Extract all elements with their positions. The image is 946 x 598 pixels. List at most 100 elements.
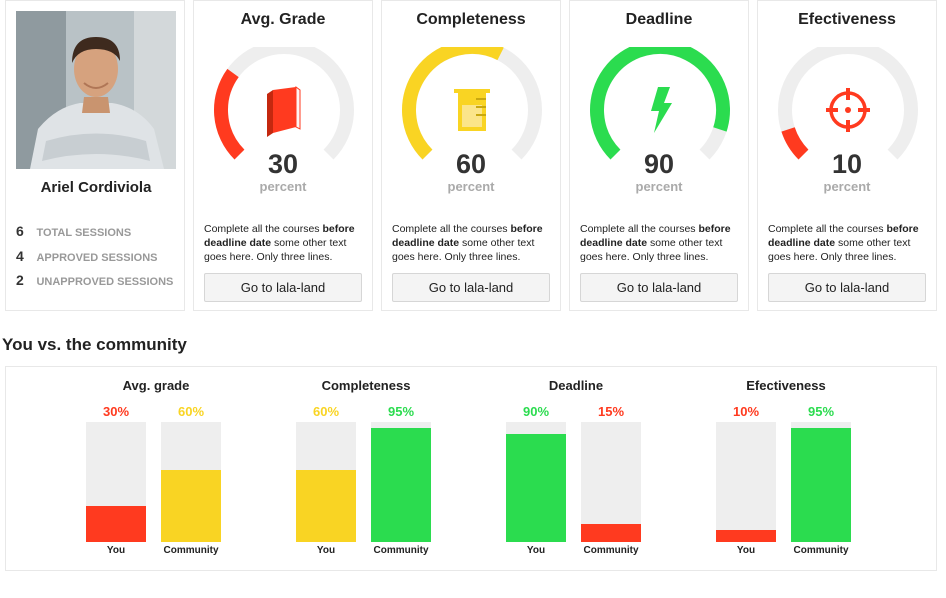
comparison-group-completeness: Completeness 60% You 95% Community: [266, 367, 466, 570]
desc-bold: before deadline date: [204, 223, 355, 249]
bar-track: [581, 422, 641, 542]
desc-text: some other text goes here. Only three li…: [768, 237, 911, 263]
gauge-fill: [590, 47, 730, 160]
gauge: [778, 47, 918, 160]
metric-description: Complete all the courses before deadline…: [580, 222, 740, 264]
metric-unit: percent: [823, 179, 871, 194]
bar-fill: [791, 428, 851, 542]
bar-label: Community: [163, 545, 219, 556]
comparison-group-title: Avg. grade: [122, 378, 190, 393]
bar-label: You: [526, 545, 546, 556]
stat-approved-sessions: 4 APPROVED SESSIONS: [16, 248, 173, 273]
bar-fill: [716, 530, 776, 542]
metric-value: 90: [643, 149, 675, 179]
desc-text: some other text goes here. Only three li…: [392, 237, 535, 263]
bar-track: [506, 422, 566, 542]
profile-photo: [16, 11, 176, 169]
metric-card-efectiveness: Efectiveness 10 percent Complete all the…: [757, 0, 937, 311]
go-to-lala-land-button[interactable]: Go to lala-land: [768, 273, 926, 302]
metric-value: 10: [831, 149, 863, 179]
metric-unit: percent: [635, 179, 683, 194]
stat-number: 2: [16, 272, 24, 288]
bar-column-you: 90% You: [506, 404, 566, 556]
bar-percent-label: 95%: [807, 404, 835, 419]
stat-number: 6: [16, 223, 24, 239]
bar-label: Community: [373, 545, 429, 556]
bar-track: [791, 422, 851, 542]
bar-column-you: 10% You: [716, 404, 776, 556]
desc-text: some other text goes here. Only three li…: [580, 237, 723, 263]
metric-unit: percent: [447, 179, 495, 194]
bar-percent-label: 30%: [102, 404, 130, 419]
metric-title: Efectiveness: [798, 11, 896, 28]
bar-percent-label: 10%: [732, 404, 760, 419]
gauge-fill: [402, 47, 504, 160]
bar-column-community: 95% Community: [371, 404, 431, 556]
stat-unapproved-sessions: 2 UNAPPROVED SESSIONS: [16, 272, 173, 297]
go-to-lala-land-button[interactable]: Go to lala-land: [392, 273, 550, 302]
bar-column-you: 60% You: [296, 404, 356, 556]
bar-fill: [371, 428, 431, 542]
beaker-icon: [454, 89, 490, 131]
bar-track: [716, 422, 776, 542]
metric-unit: percent: [259, 179, 307, 194]
bar-column-community: 60% Community: [161, 404, 221, 556]
desc-bold: before deadline date: [392, 223, 543, 249]
desc-bold: before deadline date: [768, 223, 919, 249]
stat-total-sessions: 6 TOTAL SESSIONS: [16, 223, 173, 248]
go-to-lala-land-button[interactable]: Go to lala-land: [580, 273, 738, 302]
metric-card-avg-grade: Avg. Grade 30 percent Complete all the c…: [193, 0, 373, 311]
bar-fill: [296, 470, 356, 542]
bar-fill: [581, 524, 641, 542]
bar-percent-label: 95%: [387, 404, 415, 419]
metric-description: Complete all the courses before deadline…: [204, 222, 364, 264]
stat-label: APPROVED SESSIONS: [36, 251, 158, 264]
bar-fill: [506, 434, 566, 542]
bar-label: Community: [793, 545, 849, 556]
gauge-track: [778, 47, 918, 160]
metric-value: 60: [455, 149, 487, 179]
comparison-group-title: Completeness: [321, 378, 411, 393]
desc-text: Complete all the courses: [768, 223, 887, 235]
bar-label: You: [106, 545, 126, 556]
session-stats: 6 TOTAL SESSIONS 4 APPROVED SESSIONS 2 U…: [16, 223, 173, 297]
target-icon: [826, 88, 870, 132]
desc-text: Complete all the courses: [204, 223, 323, 235]
bar-track: [371, 422, 431, 542]
metric-title: Deadline: [625, 11, 693, 28]
bar-track: [86, 422, 146, 542]
stat-label: UNAPPROVED SESSIONS: [36, 276, 174, 288]
bar-percent-label: 15%: [597, 404, 625, 419]
metric-value: 30: [267, 149, 299, 179]
lightning-icon: [651, 87, 672, 133]
bar-label: Community: [583, 545, 639, 556]
profile-name: Ariel Cordiviola: [40, 179, 152, 196]
stat-label: TOTAL SESSIONS: [36, 227, 132, 239]
bar-label: You: [316, 545, 336, 556]
metric-title: Avg. Grade: [240, 11, 326, 28]
gauge-fill: [781, 127, 809, 160]
bar-column-community: 95% Community: [791, 404, 851, 556]
comparison-group-avg-grade: Avg. grade 30% You 60% Community: [56, 367, 256, 570]
bar-column-community: 15% Community: [581, 404, 641, 556]
bar-fill: [86, 506, 146, 542]
gauge: [590, 47, 730, 160]
metric-card-deadline: Deadline 90 percent Complete all the cou…: [569, 0, 749, 311]
comparison-group-deadline: Deadline 90% You 15% Community: [476, 367, 676, 570]
metric-description: Complete all the courses before deadline…: [392, 222, 552, 264]
desc-text: some other text goes here. Only three li…: [204, 237, 347, 263]
gauge: [402, 47, 542, 160]
go-to-lala-land-button[interactable]: Go to lala-land: [204, 273, 362, 302]
desc-bold: before deadline date: [580, 223, 731, 249]
profile-card: Ariel Cordiviola 6 TOTAL SESSIONS 4 APPR…: [5, 0, 185, 311]
bar-fill: [161, 470, 221, 542]
section-title: You vs. the community: [2, 335, 187, 354]
comparison-group-title: Deadline: [548, 378, 604, 393]
bar-percent-label: 90%: [522, 404, 550, 419]
gauge-fill: [214, 68, 245, 160]
stat-number: 4: [16, 247, 24, 264]
bar-percent-label: 60%: [177, 404, 205, 419]
metric-title: Completeness: [416, 11, 526, 28]
book-icon: [267, 86, 301, 137]
metric-description: Complete all the courses before deadline…: [768, 222, 928, 264]
